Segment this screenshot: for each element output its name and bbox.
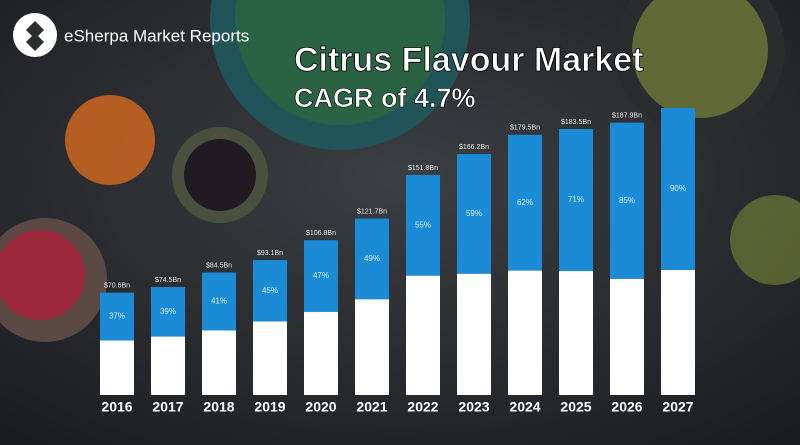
segment-label: 37%: [109, 312, 125, 321]
value-label: $93.1Bn: [257, 250, 283, 257]
x-tick-label: 2021: [356, 399, 387, 415]
x-tick-label: 2026: [611, 399, 642, 415]
bar-base: [610, 278, 644, 395]
value-label: $121.7Bn: [357, 208, 387, 215]
bar-upper: [457, 154, 491, 274]
bar-upper: [151, 287, 185, 337]
bar-base: [661, 270, 695, 395]
bar-base: [457, 273, 491, 395]
bar-upper: [406, 174, 440, 276]
x-tick-label: 2027: [662, 399, 693, 415]
segment-label: 62%: [517, 198, 533, 207]
bar-upper: [355, 218, 389, 300]
chart-subtitle: CAGR of 4.7%: [294, 83, 476, 113]
decor-juice: [65, 95, 155, 185]
bar-upper: [610, 122, 644, 279]
bar-base: [508, 270, 542, 395]
x-tick-label: 2018: [203, 399, 234, 415]
bar-upper: [661, 108, 695, 271]
bar-base: [559, 271, 593, 395]
brand-name: eSherpa Market Reports: [64, 26, 249, 45]
x-tick-label: 2019: [254, 399, 285, 415]
value-label: $179.5Bn: [510, 125, 540, 132]
value-label: $183.5Bn: [561, 119, 591, 126]
decor-food: [235, 0, 445, 125]
value-label: $187.9Bn: [612, 112, 642, 119]
bar-base: [253, 321, 287, 395]
x-tick-label: 2024: [509, 399, 540, 415]
segment-label: 59%: [466, 209, 482, 218]
value-label: $106.8Bn: [306, 230, 336, 237]
x-tick-label: 2023: [458, 399, 489, 415]
segment-label: 71%: [568, 195, 584, 204]
bar-base: [406, 275, 440, 395]
segment-label: 41%: [211, 297, 227, 306]
segment-label: 85%: [619, 196, 635, 205]
decor-salad: [632, 0, 768, 118]
bar-upper: [508, 134, 542, 271]
x-tick-label: 2016: [101, 399, 132, 415]
value-label: $74.5Bn: [155, 277, 181, 284]
segment-label: 47%: [313, 271, 329, 280]
bar-base: [151, 336, 185, 395]
chart-title: Citrus Flavour Market: [294, 41, 644, 79]
bar-upper: [100, 292, 134, 341]
decor-radishes: [0, 230, 85, 320]
bar-upper: [202, 272, 236, 331]
segment-label: 55%: [415, 220, 431, 229]
bar-upper: [304, 240, 338, 312]
bar-base: [355, 299, 389, 395]
x-tick-label: 2020: [305, 399, 336, 415]
segment-label: 39%: [160, 307, 176, 316]
bar-base: [304, 311, 338, 395]
segment-label: 90%: [670, 184, 686, 193]
x-tick-label: 2022: [407, 399, 438, 415]
bar-base: [100, 340, 134, 395]
value-label: $166.2Bn: [459, 144, 489, 151]
decor-glass: [730, 195, 800, 285]
value-label: $84.5Bn: [206, 262, 232, 269]
decor-olives-inner: [184, 139, 256, 211]
bar-upper: [253, 260, 287, 322]
value-label: $70.6Bn: [104, 283, 130, 290]
segment-label: 49%: [364, 254, 380, 263]
bar-upper: [559, 129, 593, 272]
segment-label: 45%: [262, 286, 278, 295]
x-tick-label: 2025: [560, 399, 591, 415]
value-label: $151.8Bn: [408, 165, 438, 172]
bar-base: [202, 330, 236, 395]
brand-logo-mark: [26, 21, 44, 51]
x-tick-label: 2017: [152, 399, 183, 415]
